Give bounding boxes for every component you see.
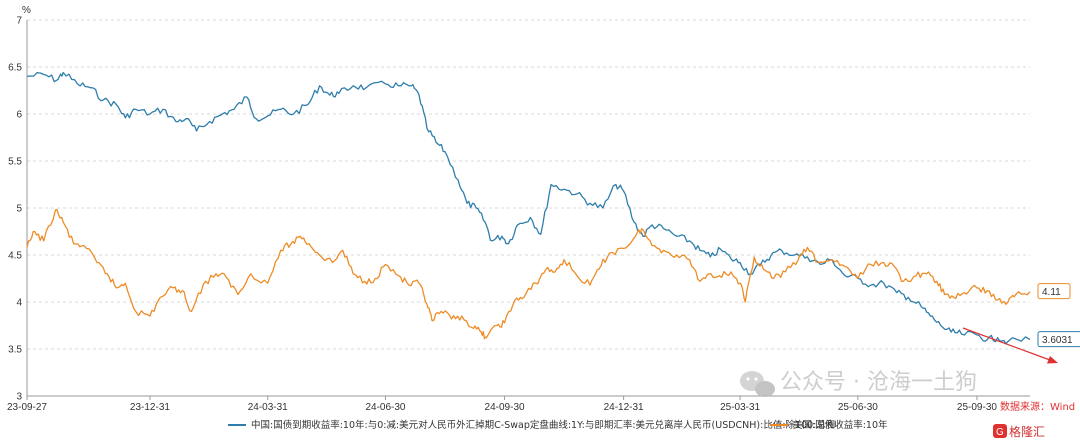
grid-lines: [27, 19, 1030, 350]
watermark-text: 公众号 · 沧海一土狗: [780, 370, 977, 395]
x-tick-label: 24-12-31: [604, 402, 644, 413]
y-tick-label: 4.5: [8, 251, 22, 262]
y-tick-labels: 3 3.5 4 4.5 5 5.5 6 6.5 7: [8, 16, 22, 403]
series-line-1: [26, 208, 1031, 340]
axes: %: [22, 5, 1030, 397]
y-tick-label: 7: [16, 16, 22, 27]
end-value-labels: 3.6031 4.11: [1037, 283, 1080, 348]
y-tick-label: 5: [16, 204, 22, 215]
watermark: 公众号 · 沧海一土狗: [740, 370, 977, 397]
y-tick-label: 4: [16, 298, 22, 309]
end-value-label: 4.11: [1042, 287, 1061, 298]
y-axis-unit-label: %: [22, 5, 31, 16]
y-tick-label: 5.5: [8, 157, 22, 168]
trend-arrow: [962, 327, 1058, 364]
gelonghui-logo: G 格隆汇: [993, 424, 1045, 439]
svg-text:G: G: [996, 427, 1004, 438]
x-tick-label: 24-03-31: [248, 402, 288, 413]
x-tick-labels: 23-09-27 23-12-31 24-03-31 24-06-30 24-09-30…: [7, 396, 997, 413]
trend-arrow-head: [1047, 356, 1058, 364]
x-tick-label: 24-09-30: [485, 402, 525, 413]
wechat-icon: [740, 371, 775, 397]
y-tick-label: 3: [16, 392, 22, 403]
legend-label-us: 美国:国债收益率:10年: [793, 419, 888, 431]
series-line-0: [26, 71, 1031, 345]
end-label-box: [1037, 283, 1071, 300]
series-lines: [26, 71, 1031, 345]
end-label-box: [1037, 331, 1080, 348]
legend-label-china: 中国:国债到期收益率:10年:与0:减:美元对人民币外汇掉期C-Swap定盘曲线…: [251, 419, 835, 431]
x-tick-label: 25-06-30: [838, 402, 878, 413]
trend-arrow-line: [962, 327, 1051, 361]
y-tick-label: 6.5: [8, 63, 22, 74]
legend: 中国:国债到期收益率:10年:与0:减:美元对人民币外汇掉期C-Swap定盘曲线…: [228, 419, 888, 431]
x-tick-label: 25-03-31: [720, 402, 760, 413]
x-tick-label: 23-12-31: [130, 402, 170, 413]
logo-text: 格隆汇: [1009, 424, 1045, 439]
x-tick-label: 24-06-30: [365, 402, 405, 413]
x-tick-label: 25-09-30: [957, 402, 997, 413]
x-tick-label: 23-09-27: [7, 402, 47, 413]
y-tick-label: 3.5: [8, 345, 22, 356]
end-value-label: 3.6031: [1042, 335, 1073, 346]
source-text: 数据来源：Wind: [1000, 400, 1075, 413]
y-tick-label: 6: [16, 110, 22, 121]
